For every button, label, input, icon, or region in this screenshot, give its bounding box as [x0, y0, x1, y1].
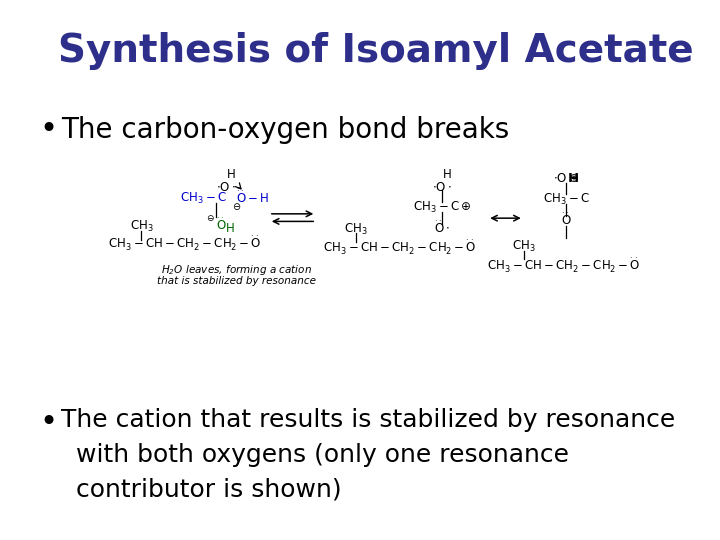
Text: contributor is shown): contributor is shown) — [76, 478, 341, 502]
Text: $\mathregular{H}$: $\mathregular{H}$ — [225, 222, 235, 235]
Text: $\mathregular{CH_3-C}$: $\mathregular{CH_3-C}$ — [543, 192, 589, 207]
Text: $\mathregular{\ominus}$: $\mathregular{\ominus}$ — [206, 213, 215, 223]
Text: $\mathregular{\ominus}$: $\mathregular{\ominus}$ — [233, 201, 241, 212]
Text: $\mathregular{CH_3}$: $\mathregular{CH_3}$ — [344, 221, 368, 237]
Text: $\mathregular{\cdot \overset{}{\underset{}{O}}\cdot}$: $\mathregular{\cdot \overset{}{\underset… — [216, 179, 235, 192]
Text: H: H — [227, 168, 235, 181]
Text: $\mathregular{CH_3-C}$: $\mathregular{CH_3-C}$ — [180, 191, 227, 206]
Text: $\mathregular{\overset{..}{O}\cdot}$: $\mathregular{\overset{..}{O}\cdot}$ — [434, 221, 450, 237]
Text: $\mathregular{CH_3-CH-CH_2-CH_2-\overset{..}{O}}$: $\mathregular{CH_3-CH-CH_2-CH_2-\overset… — [487, 256, 641, 275]
Text: $\mathregular{\overset{..}{O}}$: $\mathregular{\overset{..}{O}}$ — [561, 213, 571, 230]
Text: The carbon-oxygen bond breaks: The carbon-oxygen bond breaks — [61, 116, 510, 144]
Text: $\mathregular{CH_3}$: $\mathregular{CH_3}$ — [130, 219, 153, 234]
Text: The cation that results is stabilized by resonance: The cation that results is stabilized by… — [61, 408, 675, 431]
Text: •: • — [40, 408, 58, 437]
Text: H: H — [567, 172, 579, 185]
Text: $\mathregular{CH_3-CH-CH_2-CH_2-\overset{..}{O}}$: $\mathregular{CH_3-CH-CH_2-CH_2-\overset… — [109, 235, 262, 253]
Text: $\mathregular{\cdot \overset{}{\underset{}{O}}\cdot}$: $\mathregular{\cdot \overset{}{\underset… — [432, 179, 452, 192]
Text: $\mathregular{CH_3}$: $\mathregular{CH_3}$ — [512, 239, 536, 254]
Text: $\mathregular{H_2O}$ leaves, forming a cation: $\mathregular{H_2O}$ leaves, forming a c… — [161, 263, 312, 277]
Text: $\mathregular{\overset{..}{O}-H}$: $\mathregular{\overset{..}{O}-H}$ — [236, 191, 269, 207]
Text: •: • — [40, 115, 58, 144]
Text: $\mathregular{\cdot\overset{}{O}\oplus}$: $\mathregular{\cdot\overset{}{O}\oplus}$ — [553, 171, 579, 186]
Text: H: H — [443, 168, 451, 181]
Text: with both oxygens (only one resonance: with both oxygens (only one resonance — [76, 443, 569, 467]
Text: $\mathregular{CH_3-CH-CH_2-CH_2-\overset{..}{O}}$: $\mathregular{CH_3-CH-CH_2-CH_2-\overset… — [323, 239, 477, 258]
Text: $\mathregular{CH_3-C\oplus}$: $\mathregular{CH_3-C\oplus}$ — [413, 200, 472, 215]
Text: Synthesis of Isoamyl Acetate: Synthesis of Isoamyl Acetate — [58, 32, 693, 70]
Text: $\overset{..}{\mathregular{O}}$: $\overset{..}{\mathregular{O}}$ — [215, 218, 226, 234]
Text: that is stabilized by resonance: that is stabilized by resonance — [157, 276, 315, 286]
